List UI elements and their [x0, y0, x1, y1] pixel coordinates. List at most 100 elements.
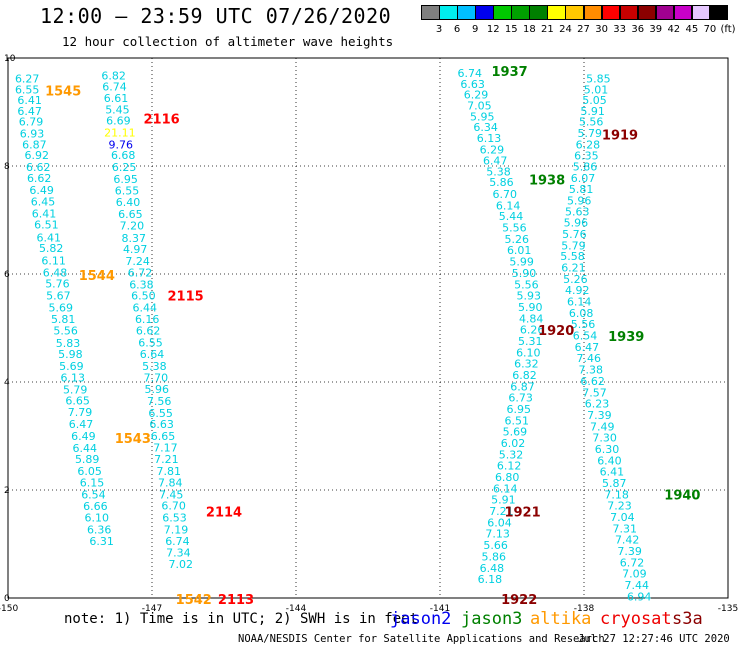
wave-height-value: 6.54 [573, 330, 598, 343]
color-swatch [709, 5, 729, 20]
wave-height-value: 5.56 [502, 222, 527, 235]
wave-height-value: 5.81 [51, 313, 76, 326]
wave-height-value: 7.21 [489, 505, 514, 518]
wave-height-value: 7.23 [607, 500, 632, 513]
color-scale-label: 45 [685, 24, 699, 35]
wave-height-value: 6.63 [149, 418, 174, 431]
wave-height-value: 7.42 [615, 534, 640, 547]
wave-height-value: 7.21 [154, 453, 179, 466]
wave-height-value: 6.62 [580, 375, 605, 388]
wave-height-value: 4.84 [519, 312, 544, 325]
pass-time-label: 1542 [176, 593, 212, 608]
color-swatch [655, 5, 675, 20]
color-scale-label: 3 [435, 24, 443, 35]
wave-height-value: 6.65 [65, 394, 90, 407]
wave-height-value: 6.28 [576, 138, 601, 151]
wave-height-value: 6.73 [508, 392, 533, 405]
color-scale-label: 24 [559, 24, 572, 35]
wave-height-value: 5.05 [582, 94, 607, 107]
x-tick-label: -150 [0, 604, 18, 614]
wave-height-value: 6.02 [501, 437, 526, 450]
wave-height-value: 6.04 [487, 516, 512, 529]
y-tick-label: 10 [4, 54, 16, 64]
wave-height-value: 5.56 [571, 318, 596, 331]
wave-height-value: 5.56 [579, 116, 604, 129]
color-scale-legend: 3 6 9 12 15 18 21 24 27 30 33 36 39 42 45 70 (ft) [421, 5, 736, 35]
wave-height-value: 6.48 [480, 562, 505, 575]
wave-height-value: 7.24 [125, 255, 150, 268]
wave-height-value: 5.79 [578, 127, 603, 140]
wave-height-value: 6.34 [473, 121, 498, 134]
wave-height-value: 6.55 [148, 407, 173, 420]
wave-height-value: 5.38 [142, 360, 167, 373]
wave-height-value: 6.92 [25, 149, 50, 162]
wave-height-value: 6.95 [506, 403, 531, 416]
wave-height-value: 6.49 [71, 430, 96, 443]
wave-height-value: 5.89 [75, 453, 100, 466]
source-credit: NOAA/NESDIS Center for Satellite Applica… [238, 633, 605, 645]
wave-height-value: 6.01 [507, 244, 532, 257]
y-tick-label: 8 [4, 162, 10, 172]
color-scale-label: 9 [471, 24, 479, 35]
wave-height-value: 6.40 [597, 454, 622, 467]
wave-height-value: 6.49 [29, 184, 54, 197]
chart-title: 12:00 – 23:59 UTC 07/26/2020 [40, 4, 392, 28]
wave-height-value: 5.90 [512, 267, 537, 280]
wave-height-value: 5.76 [562, 228, 587, 241]
wave-height-value: 5.86 [482, 550, 507, 563]
color-scale-label: 18 [522, 24, 536, 35]
wave-height-value: 5.69 [503, 426, 528, 439]
wave-height-value: 7.18 [604, 488, 629, 501]
wave-height-value: 5.26 [563, 273, 588, 286]
wave-height-value: 7.34 [166, 547, 191, 560]
wave-height-value: 5.01 [584, 83, 609, 96]
wave-height-value: 6.15 [80, 476, 105, 489]
wave-height-value: 7.39 [617, 545, 642, 558]
wave-height-value: 6.62 [136, 325, 161, 338]
wave-height-value: 5.82 [39, 242, 64, 255]
color-scale-label: 42 [667, 24, 681, 35]
color-swatch [457, 5, 476, 20]
wave-height-value: 7.57 [582, 386, 607, 399]
y-tick-label: 4 [4, 378, 10, 388]
wave-height-value: 6.72 [128, 266, 153, 279]
wave-height-value: 6.51 [34, 218, 59, 231]
wave-height-value: 6.10 [85, 512, 110, 525]
wave-height-value: 6.14 [567, 296, 592, 309]
color-scale-label: 30 [595, 24, 608, 35]
pass-time-label: 1543 [115, 432, 151, 447]
wave-height-value: 5.79 [561, 239, 586, 252]
wave-height-value: 6.41 [17, 94, 42, 107]
wave-height-value: 6.62 [27, 172, 52, 185]
wave-height-value: 6.63 [460, 78, 485, 91]
wave-height-value: 6.48 [43, 266, 68, 279]
wave-height-value: 7.17 [153, 441, 178, 454]
wave-height-value: 5.95 [470, 110, 495, 123]
wave-height-value: 5.76 [45, 278, 70, 291]
wave-height-value: 7.70 [144, 372, 169, 385]
pass-time-label: 1919 [602, 129, 638, 144]
wave-height-value: 6.47 [17, 105, 42, 118]
wave-height-value: 6.44 [73, 442, 98, 455]
wave-height-value: 6.80 [495, 471, 520, 484]
satellite-legend-jason2: jason2 [390, 609, 452, 629]
wave-height-value: 5.87 [602, 477, 627, 490]
wave-height-value: 6.13 [61, 372, 86, 385]
pass-time-label: 1938 [529, 174, 565, 189]
chart-subtitle: 12 hour collection of altimeter wave hei… [62, 34, 394, 49]
plot-frame [7, 57, 729, 599]
pass-time-label: 2114 [206, 506, 242, 521]
wave-height-value: 5.69 [49, 301, 74, 314]
pass-time-label: 1921 [504, 506, 540, 521]
color-scale-label: 70 [703, 24, 717, 35]
wave-height-value: 6.55 [115, 184, 140, 197]
wave-height-value: 6.21 [561, 262, 586, 275]
wave-height-value: 6.79 [19, 116, 44, 129]
wave-height-value: 5.66 [483, 539, 508, 552]
wave-height-value: 5.56 [514, 278, 539, 291]
wave-height-value: 5.81 [569, 183, 594, 196]
wave-height-value: 6.26 [520, 324, 545, 337]
wave-height-value: 5.93 [517, 290, 542, 303]
y-tick-label: 2 [4, 486, 10, 496]
